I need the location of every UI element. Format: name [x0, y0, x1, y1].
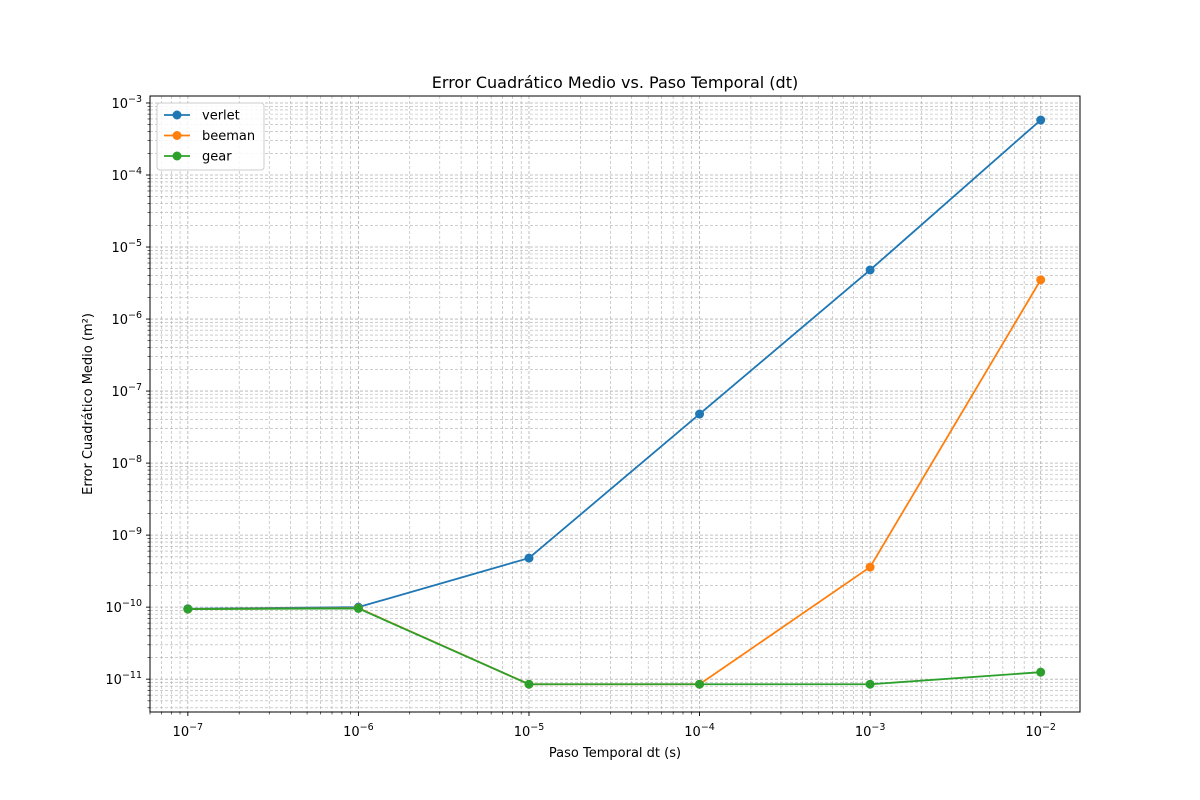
y-tick-label: 10−3	[111, 94, 142, 112]
plot-frame	[149, 95, 1081, 713]
data-point-gear	[865, 679, 875, 689]
y-tick-label: 10−5	[111, 238, 142, 256]
axis-ticks: 10−7 10−6 10−5 10−4 10−3 10−2 10−11 10−10 10−9 10…	[105, 94, 1056, 740]
y-tick-label: 10−6	[111, 310, 142, 328]
data-point-gear	[353, 603, 363, 613]
x-tick-label: 10−6	[343, 722, 374, 740]
legend-label-verlet: verlet	[202, 109, 240, 124]
series-lines	[187, 119, 1042, 686]
grid	[149, 96, 1080, 712]
legend-marker-verlet	[172, 110, 182, 120]
legend-marker-gear	[172, 151, 182, 161]
data-point-gear	[695, 679, 705, 689]
y-tick-label: 10−7	[111, 382, 142, 400]
data-point-gear	[183, 604, 193, 614]
data-point-verlet	[1036, 115, 1046, 125]
y-tick-label: 10−4	[111, 166, 142, 184]
legend: verlet beeman gear	[156, 102, 265, 171]
legend-label-beeman: beeman	[202, 129, 255, 144]
x-tick-label: 10−4	[684, 722, 715, 740]
legend-marker-beeman	[172, 131, 182, 140]
x-tick-label: 10−7	[173, 722, 204, 740]
data-point-verlet	[865, 265, 875, 275]
x-tick-label: 10−3	[855, 722, 886, 740]
x-tick-label: 10−2	[1025, 722, 1056, 740]
data-point-beeman	[1036, 275, 1046, 285]
chart-title: Error Cuadrático Medio vs. Paso Temporal…	[432, 73, 798, 92]
y-tick-label: 10−10	[105, 598, 142, 616]
series-line-gear	[187, 607, 1041, 686]
data-point-verlet	[695, 409, 705, 419]
data-point-verlet	[524, 553, 534, 563]
x-tick-label: 10−5	[514, 722, 545, 740]
data-point-gear	[524, 679, 534, 689]
y-tick-label: 10−8	[111, 454, 142, 472]
legend-box	[156, 102, 265, 171]
data-point-beeman	[865, 562, 875, 572]
y-tick-label: 10−9	[111, 526, 142, 544]
legend-label-gear: gear	[202, 150, 232, 165]
y-tick-label: 10−11	[105, 670, 142, 688]
series-markers	[183, 115, 1046, 689]
x-axis-label: Paso Temporal dt (s)	[549, 746, 681, 761]
y-axis-label: Error Cuadrático Medio (m²)	[81, 313, 96, 495]
data-point-gear	[1036, 667, 1046, 677]
